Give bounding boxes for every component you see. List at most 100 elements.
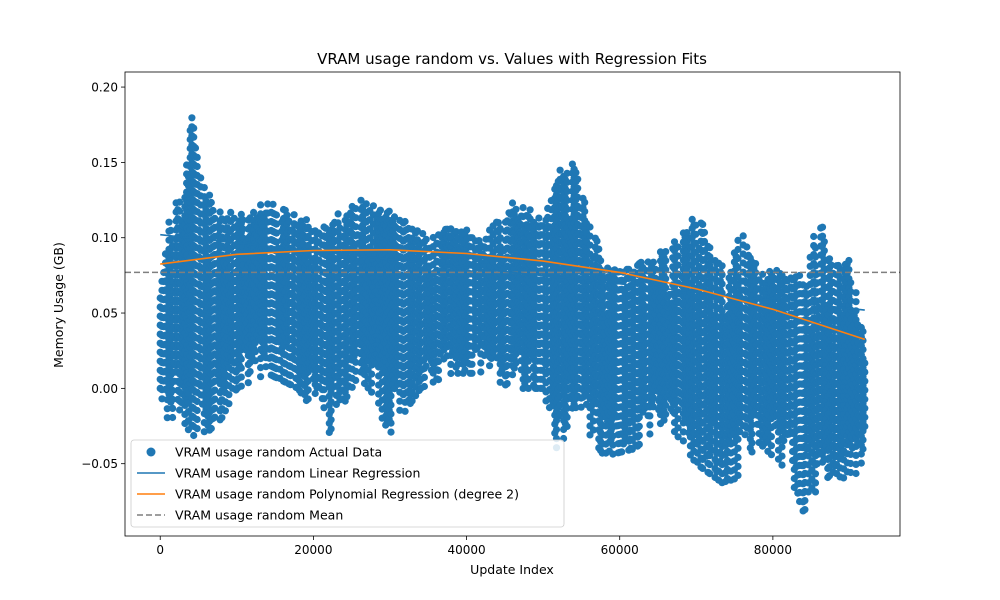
scatter-point — [167, 235, 175, 244]
scatter-point — [563, 422, 571, 430]
scatter-point — [207, 424, 215, 433]
chart-title: VRAM usage random vs. Values with Regres… — [317, 50, 707, 68]
scatter-point — [246, 368, 254, 376]
scatter-point — [193, 397, 201, 406]
scatter-point — [188, 114, 196, 122]
scatter-point — [283, 211, 291, 219]
scatter-point — [169, 404, 177, 412]
scatter-point — [387, 410, 395, 418]
scatter-point — [197, 174, 205, 182]
scatter-point — [193, 425, 201, 433]
scatter-point — [304, 386, 312, 394]
scatter-point — [205, 191, 214, 199]
scatter-point — [262, 363, 270, 371]
scatter-point — [526, 206, 534, 214]
scatter-point — [176, 406, 184, 414]
scatter-point — [227, 208, 235, 216]
scatter-point — [595, 245, 603, 253]
scatter-point — [468, 360, 476, 368]
scatter-point — [401, 217, 409, 226]
scatter-point — [512, 205, 520, 213]
scatter-point — [169, 395, 177, 403]
scatter-point — [387, 392, 395, 400]
scatter-point — [343, 393, 351, 401]
scatter-point — [237, 364, 245, 372]
scatter-point — [574, 175, 582, 183]
scatter-point — [420, 373, 428, 381]
scatter-point — [221, 407, 229, 415]
scatter-point — [225, 400, 233, 408]
scatter-point — [477, 368, 485, 376]
scatter-point — [581, 207, 589, 215]
scatter-point — [387, 428, 395, 436]
scatter-point — [190, 133, 198, 141]
scatter-point — [163, 414, 171, 422]
scatter-point — [552, 426, 561, 434]
scatter-point — [368, 379, 376, 387]
scatter-point — [239, 225, 247, 233]
scatter-point — [169, 386, 177, 394]
scatter-point — [269, 200, 277, 208]
scatter-point — [200, 184, 208, 192]
scatter-point — [572, 169, 580, 177]
scatter-point — [209, 206, 217, 215]
scatter-point — [237, 373, 245, 381]
scatter-point — [193, 415, 201, 424]
scatter-point — [477, 359, 485, 367]
scatter-point — [193, 162, 201, 171]
scatter-point — [434, 376, 443, 384]
scatter-point — [327, 425, 335, 433]
scatter-point — [368, 370, 376, 378]
scatter-point — [503, 380, 511, 388]
scatter-point — [376, 206, 384, 214]
scatter-point — [486, 362, 494, 370]
scatter-point — [264, 200, 272, 208]
scatter-point — [176, 207, 184, 215]
scatter-point — [387, 419, 395, 427]
scatter-point — [237, 210, 245, 218]
scatter-point — [257, 373, 265, 381]
scatter-point — [244, 379, 252, 387]
scatter-point — [167, 226, 175, 234]
plot-content — [125, 114, 900, 515]
scatter-point — [239, 216, 247, 224]
scatter-point — [327, 416, 335, 424]
scatter-point — [290, 211, 298, 219]
scatter-point — [593, 237, 601, 245]
scatter-point — [304, 395, 312, 403]
scatter-point — [352, 376, 360, 384]
scatter-point — [574, 184, 582, 192]
scatter-point — [257, 201, 265, 209]
scatter-point — [463, 226, 471, 234]
scatter-point — [618, 448, 626, 456]
scatter-point — [193, 153, 201, 161]
scatter-point — [334, 210, 342, 218]
scatter-point — [190, 431, 198, 440]
scatter-point — [586, 223, 594, 231]
scatter-point — [327, 407, 335, 415]
scatter-point — [581, 198, 589, 206]
scatter-point — [225, 391, 233, 399]
scatter-point — [369, 202, 377, 210]
scatter-point — [556, 166, 564, 174]
scatter-point — [468, 369, 476, 377]
scatter-point — [420, 382, 428, 391]
scatter-point — [158, 395, 166, 403]
scatter-point — [257, 364, 265, 372]
scatter-point — [163, 405, 171, 413]
scatter-point — [193, 406, 201, 415]
scatter-point — [434, 366, 443, 375]
scatter-point — [519, 204, 527, 212]
scatter-point — [563, 413, 571, 421]
scatter-point — [272, 211, 281, 219]
scatter-point — [422, 235, 430, 243]
scatter-point — [165, 218, 173, 226]
scatter-point — [368, 388, 376, 396]
scatter-point — [191, 144, 200, 152]
plot-area — [125, 114, 900, 515]
scatter-point — [190, 124, 198, 132]
scatter-point — [216, 208, 224, 216]
scatter-point — [218, 414, 226, 422]
scatter-point — [211, 395, 219, 403]
